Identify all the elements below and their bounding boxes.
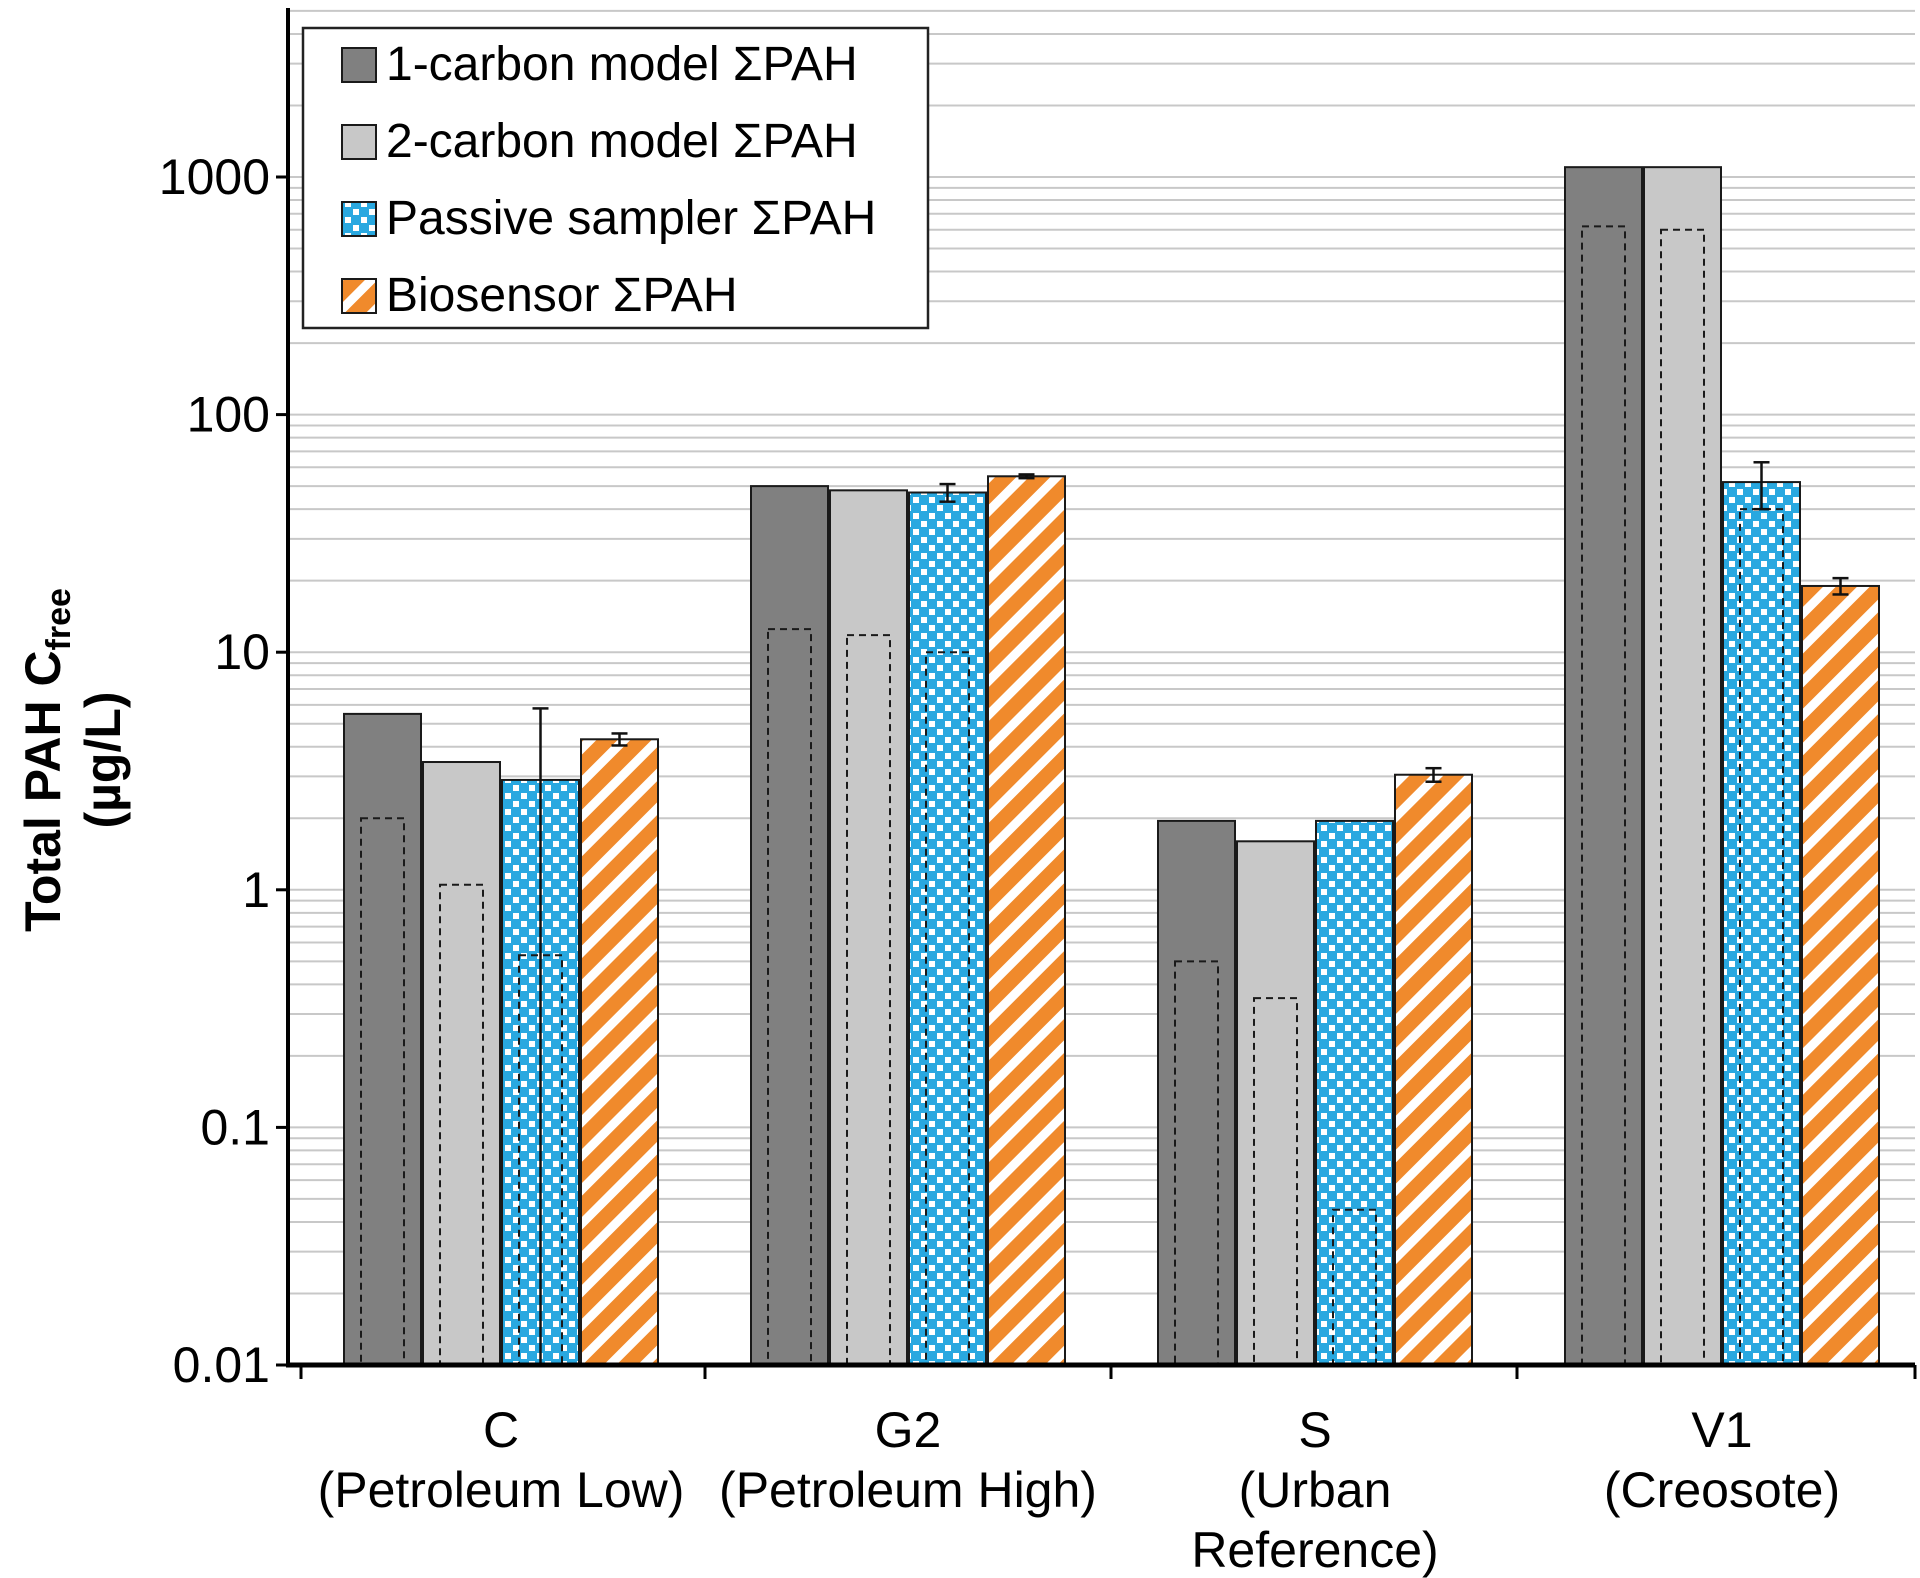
bars xyxy=(343,166,1880,1367)
bar-solid-dark-C xyxy=(343,712,422,1366)
legend-label: 1-carbon model ΣPAH xyxy=(386,38,858,91)
category-desc-S: (Urban xyxy=(1239,1462,1392,1518)
category-desc-S: Reference) xyxy=(1191,1522,1438,1578)
legend: 1-carbon model ΣPAH 2-carbon model ΣPAH Pa… xyxy=(301,26,930,330)
y-tick-label: 0.01 xyxy=(173,1337,270,1393)
error-bar-dots-V1 xyxy=(1753,461,1770,511)
inner-bar-dots-V1 xyxy=(1739,508,1784,1366)
error-bar-dots-G2 xyxy=(939,482,956,503)
y-tick-label: 1 xyxy=(242,862,270,918)
bar-solid-light-C xyxy=(422,761,501,1366)
bar-solid-dark-G2 xyxy=(750,485,829,1366)
inner-bar-solid-dark-C xyxy=(360,817,405,1366)
legend-item: Biosensor ΣPAH xyxy=(341,269,738,322)
inner-bar-solid-dark-G2 xyxy=(767,628,812,1366)
error-bars xyxy=(532,461,1849,1367)
inner-bar-solid-light-V1 xyxy=(1660,228,1705,1366)
legend-swatch xyxy=(341,124,377,160)
bar-solid-dark-V1 xyxy=(1564,166,1643,1367)
bar-stripes-V1 xyxy=(1801,584,1880,1366)
y-axis-title-main: Total PAH Cfree xyxy=(15,588,78,932)
category-code-C: C xyxy=(483,1402,519,1458)
y-tick-label: 100 xyxy=(187,387,270,443)
bar-stripes-G2 xyxy=(987,475,1066,1367)
error-bar-stripes-S xyxy=(1425,766,1442,783)
y-axis-title: Total PAH Cfree (µg/L) xyxy=(15,588,131,932)
error-bar-stripes-V1 xyxy=(1832,576,1849,596)
error-bar-stripes-C xyxy=(611,732,628,747)
legend-box xyxy=(301,26,930,330)
category-desc-V1: (Creosote) xyxy=(1604,1462,1840,1518)
legend-item: 2-carbon model ΣPAH xyxy=(341,115,858,168)
bar-solid-light-V1 xyxy=(1643,166,1722,1367)
bar-dots-S xyxy=(1315,819,1394,1366)
y-tick-label: 1000 xyxy=(159,149,270,205)
bar-dots-G2 xyxy=(908,491,987,1367)
category-code-G2: G2 xyxy=(875,1402,942,1458)
error-bar-stripes-G2 xyxy=(1018,473,1035,480)
y-tick-labels: 0.01 0.1 1 10 100 1000 xyxy=(159,149,270,1393)
bar-stripes-S xyxy=(1394,773,1473,1366)
category-code-V1: V1 xyxy=(1691,1402,1752,1458)
legend-label: Biosensor ΣPAH xyxy=(386,269,738,322)
y-tick-label: 0.1 xyxy=(200,1099,270,1155)
y-axis-units: (µg/L) xyxy=(75,691,131,828)
inner-bar-solid-light-S xyxy=(1253,997,1298,1367)
legend-item: 1-carbon model ΣPAH xyxy=(341,38,858,91)
bar-solid-light-S xyxy=(1236,840,1315,1366)
legend-item: Passive sampler ΣPAH xyxy=(341,192,876,245)
category-desc-G2: (Petroleum High) xyxy=(719,1462,1097,1518)
legend-swatch xyxy=(341,47,377,83)
inner-bar-dots-G2 xyxy=(925,651,970,1366)
bar-dots-V1 xyxy=(1722,481,1801,1367)
bar-solid-dark-S xyxy=(1157,819,1236,1366)
category-desc-C: (Petroleum Low) xyxy=(318,1462,685,1518)
legend-swatch xyxy=(341,278,377,314)
y-axis-title-subscript: free xyxy=(40,588,78,650)
y-tick-label: 10 xyxy=(214,624,270,680)
legend-label: Passive sampler ΣPAH xyxy=(386,192,876,245)
category-code-S: S xyxy=(1298,1402,1331,1458)
legend-label: 2-carbon model ΣPAH xyxy=(386,115,858,168)
axes xyxy=(276,8,1917,1379)
category-labels: C(Petroleum Low) G2(Petroleum High) S(Urba… xyxy=(318,1402,1840,1578)
legend-swatch xyxy=(341,201,377,237)
bar-stripes-C xyxy=(580,738,659,1366)
bar-solid-light-G2 xyxy=(829,489,908,1366)
